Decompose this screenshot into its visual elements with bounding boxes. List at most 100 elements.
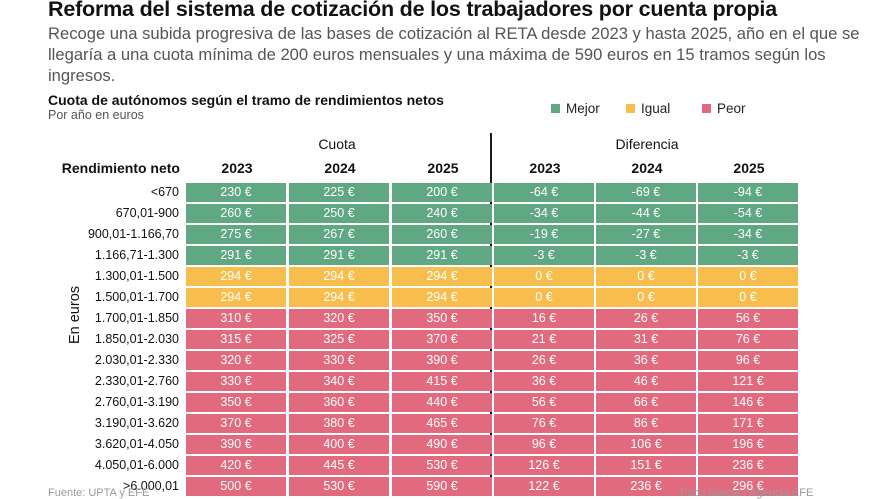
legend-label-mejor: Mejor — [566, 101, 600, 116]
row-label: 2.760,01-3.190 — [94, 395, 179, 409]
cuota-cell: 320 € — [289, 309, 389, 328]
diferencia-cell: 26 € — [596, 309, 696, 328]
cuota-cell: 350 € — [392, 309, 492, 328]
cuota-cell: 294 € — [186, 288, 286, 307]
cuota-cell: 275 € — [186, 225, 286, 244]
row-label: 4.050,01-6.000 — [94, 458, 179, 472]
cuota-cell: 294 € — [392, 288, 492, 307]
row-header-title: Rendimiento neto — [61, 160, 180, 176]
cuota-cell: 500 € — [186, 477, 286, 496]
cuota-cell: 240 € — [392, 204, 492, 223]
diferencia-cell: 46 € — [596, 372, 696, 391]
cuota-cell: 530 € — [392, 456, 492, 475]
legend-item-peor: Peor — [702, 101, 746, 116]
cuota-cell: 294 € — [289, 267, 389, 286]
cuota-cell: 390 € — [392, 351, 492, 370]
cuota-cell: 294 € — [289, 288, 389, 307]
cuota-cell: 260 € — [392, 225, 492, 244]
diferencia-cell: 26 € — [494, 351, 594, 370]
cuota-cell: 291 € — [289, 246, 389, 265]
diferencia-cell: -27 € — [596, 225, 696, 244]
row-label: 3.190,01-3.620 — [94, 416, 179, 430]
col-header-cuota-2023: 2023 — [221, 160, 253, 176]
cuota-cell: 380 € — [289, 414, 389, 433]
cuota-cell: 267 € — [289, 225, 389, 244]
diferencia-cell: 0 € — [494, 267, 594, 286]
row-label: 1.850,01-2.030 — [94, 332, 179, 346]
cuota-cell: 225 € — [289, 183, 389, 202]
legend-swatch-mejor — [551, 104, 560, 113]
diferencia-cell: -69 € — [596, 183, 696, 202]
cuota-cell: 294 € — [186, 267, 286, 286]
diferencia-cell: 36 € — [596, 351, 696, 370]
diferencia-cell: 126 € — [494, 456, 594, 475]
cuota-cell: 260 € — [186, 204, 286, 223]
diferencia-cell: 0 € — [494, 288, 594, 307]
diferencia-cell: 106 € — [596, 435, 696, 454]
cuota-cell: 415 € — [392, 372, 492, 391]
diferencia-cell: 0 € — [596, 288, 696, 307]
diferencia-cell: 151 € — [596, 456, 696, 475]
diferencia-cell: 0 € — [698, 288, 798, 307]
row-label: 2.330,01-2.760 — [94, 374, 179, 388]
diferencia-cell: 36 € — [494, 372, 594, 391]
row-label: 3.620,01-4.050 — [94, 437, 179, 451]
cuota-cell: 291 € — [186, 246, 286, 265]
col-header-diferencia-2023: 2023 — [529, 160, 561, 176]
cuota-cell: 350 € — [186, 393, 286, 412]
diferencia-cell: -3 € — [494, 246, 594, 265]
row-label: 1.700,01-1.850 — [94, 311, 179, 325]
diferencia-cell: -34 € — [494, 204, 594, 223]
page-title: Reforma del sistema de cotización de los… — [48, 0, 777, 21]
diferencia-cell: -19 € — [494, 225, 594, 244]
row-label: >6.000,01 — [123, 479, 179, 493]
row-label: <670 — [150, 185, 179, 199]
diferencia-cell: -64 € — [494, 183, 594, 202]
cuota-cell: 250 € — [289, 204, 389, 223]
cuota-cell: 340 € — [289, 372, 389, 391]
page-subtitle: Recoge una subida progresiva de las base… — [48, 24, 860, 85]
legend-label-igual: Igual — [641, 101, 671, 116]
col-header-diferencia-2024: 2024 — [631, 160, 663, 176]
diferencia-cell: 0 € — [596, 267, 696, 286]
legend-swatch-peor — [702, 104, 711, 113]
cuota-cell: 310 € — [186, 309, 286, 328]
diferencia-cell: -44 € — [596, 204, 696, 223]
col-header-cuota-2025: 2025 — [427, 160, 459, 176]
diferencia-cell: 56 € — [698, 309, 798, 328]
legend-label-peor: Peor — [717, 101, 746, 116]
legend: Mejor Igual Peor — [0, 101, 880, 119]
diferencia-cell: 56 € — [494, 393, 594, 412]
diferencia-cell: 31 € — [596, 330, 696, 349]
diferencia-cell: 96 € — [698, 351, 798, 370]
cuota-cell: 440 € — [392, 393, 492, 412]
diferencia-cell: 0 € — [698, 267, 798, 286]
cuota-cell: 465 € — [392, 414, 492, 433]
diferencia-cell: 96 € — [494, 435, 594, 454]
diferencia-cell: -54 € — [698, 204, 798, 223]
col-header-cuota-2024: 2024 — [324, 160, 356, 176]
col-header-diferencia-2025: 2025 — [733, 160, 765, 176]
source-note: Fuente: UPTA y EFE — [48, 487, 150, 499]
cuota-cell: 200 € — [392, 183, 492, 202]
legend-item-igual: Igual — [626, 101, 670, 116]
diferencia-cell: 296 € — [698, 477, 798, 496]
cuota-cell: 420 € — [186, 456, 286, 475]
cuota-cell: 360 € — [289, 393, 389, 412]
row-label: 2.030,01-2.330 — [94, 353, 179, 367]
diferencia-cell: -3 € — [698, 246, 798, 265]
diferencia-cell: 171 € — [698, 414, 798, 433]
cuota-cell: 320 € — [186, 351, 286, 370]
diferencia-cell: 76 € — [494, 414, 594, 433]
diferencia-cell: 16 € — [494, 309, 594, 328]
cuota-cell: 330 € — [289, 351, 389, 370]
diferencia-cell: 236 € — [596, 477, 696, 496]
cuota-cell: 490 € — [392, 435, 492, 454]
cuota-cell: 370 € — [186, 414, 286, 433]
diferencia-cell: -94 € — [698, 183, 798, 202]
chart-title: Cuota de autónomos según el tramo de ren… — [48, 92, 444, 108]
diferencia-cell: 236 € — [698, 456, 798, 475]
credit-note: Paco Garcia / Agencia EFE — [680, 487, 814, 499]
cuota-cell: 590 € — [392, 477, 492, 496]
legend-item-mejor: Mejor — [551, 101, 600, 116]
